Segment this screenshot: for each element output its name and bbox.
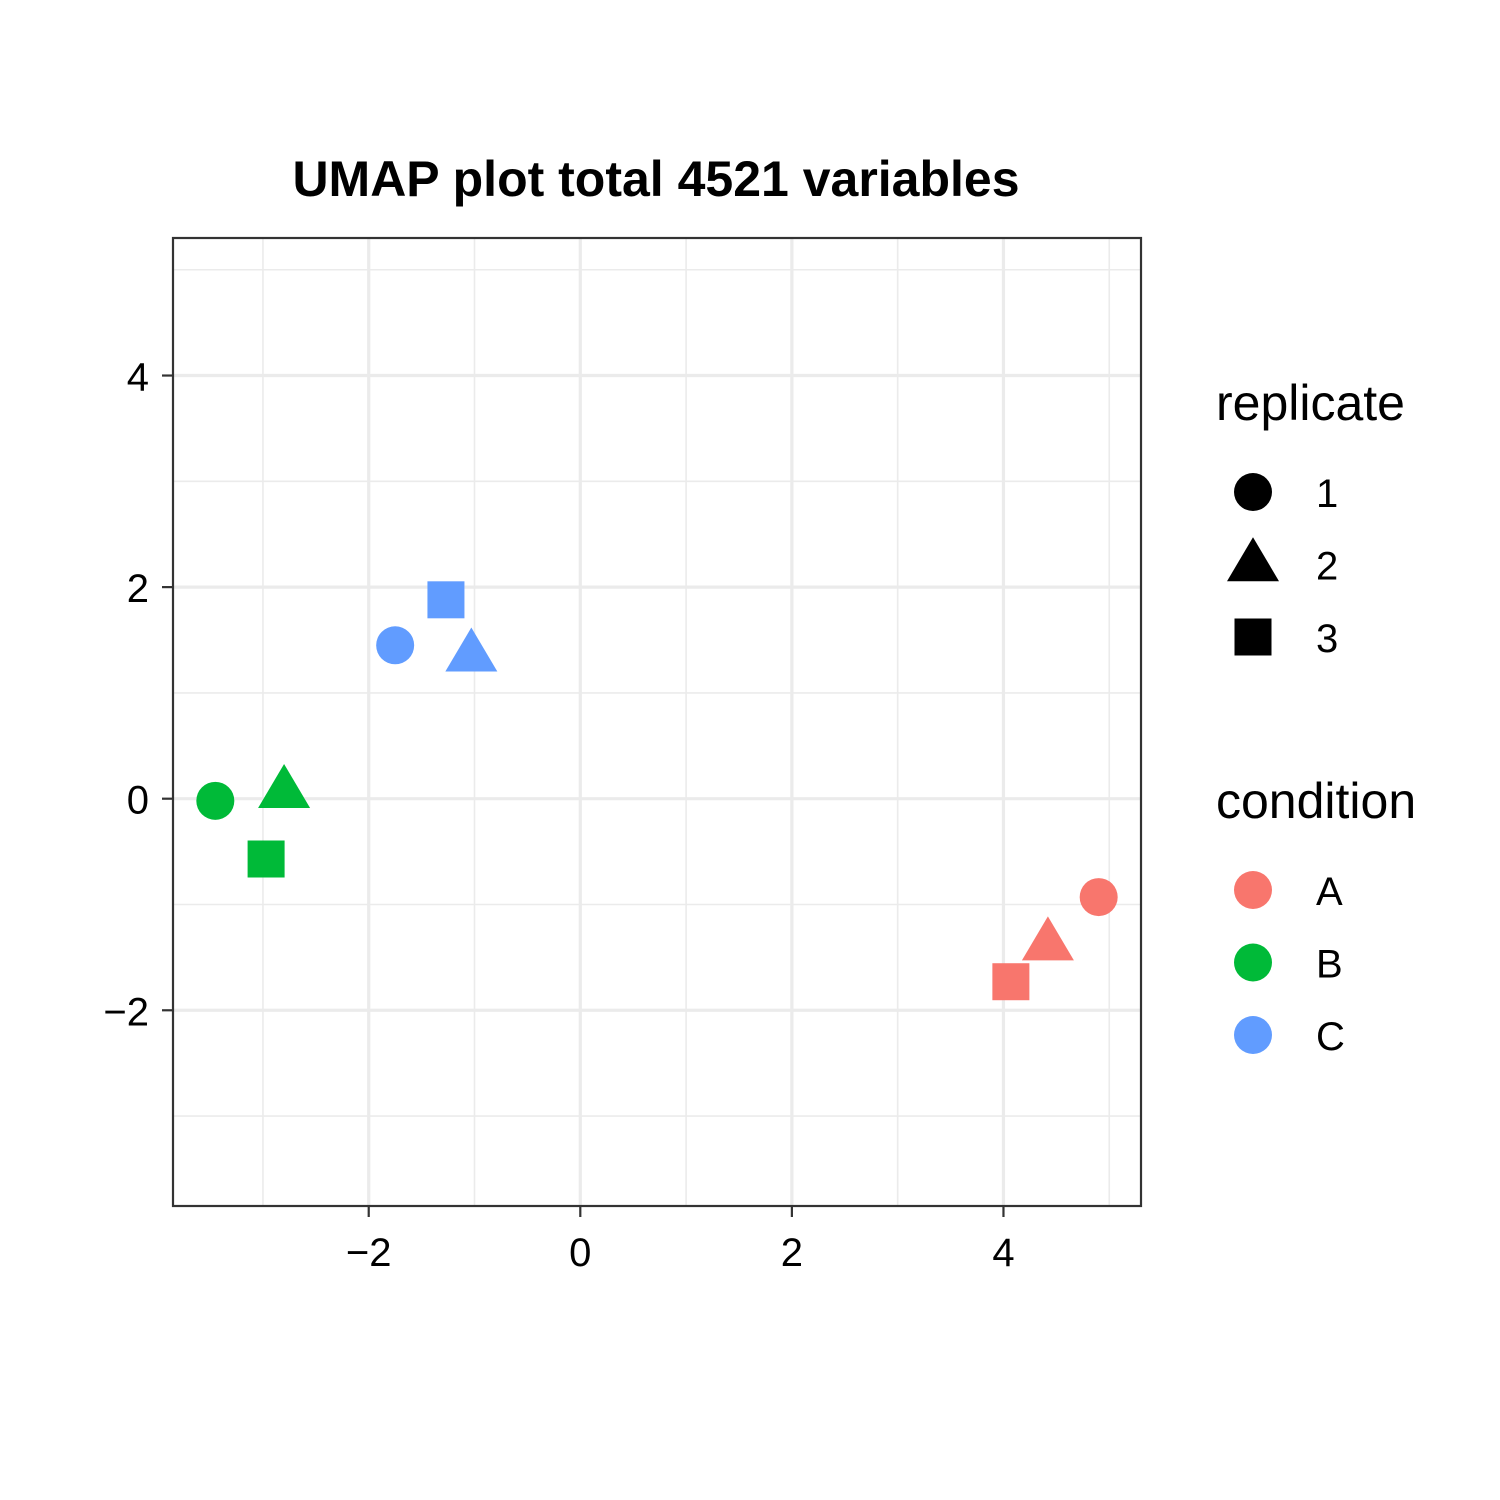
legend-key-b <box>1234 943 1272 982</box>
point-a-3 <box>992 963 1030 1001</box>
legend-label: 2 <box>1316 545 1338 589</box>
point-a-1 <box>1079 878 1118 917</box>
legend-label: C <box>1316 1015 1345 1059</box>
plot-panel <box>173 238 1141 1206</box>
panel-border <box>171 236 1143 1208</box>
x-tick-label: 0 <box>569 1231 591 1275</box>
legend-key-triangle <box>1227 537 1279 582</box>
y-tick-label: 4 <box>127 356 149 400</box>
legend-label: B <box>1316 943 1343 987</box>
point-b-3 <box>247 840 285 878</box>
legend: replicate 1 2 3 condition ABC <box>1216 375 1416 1059</box>
x-tick-label: 2 <box>781 1231 803 1275</box>
point-c-3 <box>427 581 465 619</box>
point-b-2 <box>258 764 311 809</box>
legend-key-square <box>1234 618 1272 656</box>
legend-title-replicate: replicate <box>1216 375 1405 431</box>
legend-label: 3 <box>1316 617 1338 661</box>
x-tick-label: 4 <box>992 1231 1014 1275</box>
data-points <box>196 581 1118 1001</box>
point-c-2 <box>445 627 498 672</box>
legend-key-circle <box>1234 473 1272 511</box>
legend-label: A <box>1316 870 1343 914</box>
y-tick-label: −2 <box>103 990 149 1034</box>
axes: −2 0 2 4 −2 0 2 4 <box>103 236 1143 1275</box>
x-tick-label: −2 <box>346 1231 392 1275</box>
y-tick-label: 0 <box>127 779 149 823</box>
point-a-2 <box>1021 916 1074 961</box>
legend-key-a <box>1234 871 1272 909</box>
panel-background <box>173 238 1141 1206</box>
legend-key-c <box>1234 1016 1272 1054</box>
point-c-1 <box>376 626 415 665</box>
point-b-1 <box>196 781 235 820</box>
legend-title-condition: condition <box>1216 773 1416 829</box>
chart-title: UMAP plot total 4521 variables <box>292 151 1019 207</box>
legend-label: 1 <box>1316 472 1338 516</box>
y-tick-label: 2 <box>127 567 149 611</box>
